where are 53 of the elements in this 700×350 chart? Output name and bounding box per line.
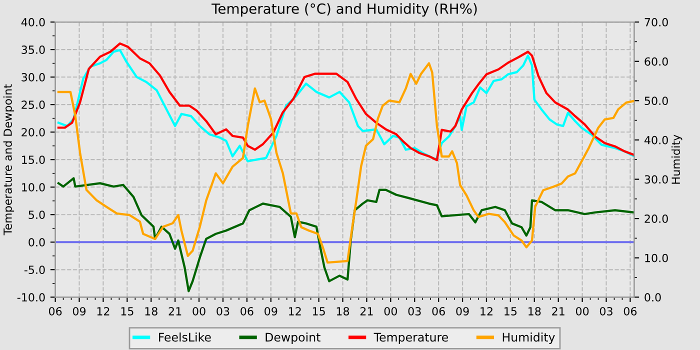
y-tick-label: -5.0 (24, 266, 45, 274)
x-tick-label: 15 (121, 307, 134, 316)
x-tick-label: 12 (480, 307, 492, 316)
x-tick-label: 03 (216, 307, 230, 316)
legend-label: FeelsLike (159, 332, 211, 342)
y2-tick-label: 20.0 (644, 214, 668, 223)
y2-tick-label: 0.0 (644, 293, 661, 302)
x-tick-label: 09 (264, 307, 278, 316)
y2-tick-label: 50.0 (644, 96, 668, 106)
y-tick-label: 15.0 (22, 156, 45, 164)
x-tick-label: 00 (192, 307, 206, 316)
x-tick-label: 18 (145, 307, 158, 316)
legend-label: Dewpoint (266, 332, 320, 344)
x-tick-label: 12 (97, 307, 110, 316)
line-series (57, 62, 634, 264)
y-tick-label: 5.0 (28, 210, 45, 219)
legend-label: Humidity (502, 332, 555, 344)
x-tick-label: 06 (624, 307, 637, 316)
x-tick-label: 06 (432, 307, 445, 316)
y2-tick-label: 10.0 (645, 254, 668, 262)
y2-tick-label: 70.0 (644, 18, 668, 26)
x-tick-label: 21 (360, 307, 373, 316)
x-tick-label: 18 (336, 307, 350, 316)
x-tick-label: 18 (528, 307, 541, 316)
x-tick-label: 09 (72, 307, 86, 316)
y-tick-label: 20.0 (22, 128, 45, 136)
y-tick-label: 30.0 (22, 73, 45, 82)
x-tick-label: 00 (576, 307, 589, 316)
x-tick-label: 03 (408, 307, 421, 316)
y-tick-label: 25.0 (22, 100, 45, 109)
y2-tick-label: 30.0 (644, 175, 668, 184)
x-tick-label: 06 (240, 307, 254, 316)
y-tick-label: 35.0 (22, 46, 45, 54)
chart-title: Temperature (°C) and Humidity (RH%) (212, 3, 477, 17)
x-tick-label: 12 (288, 307, 301, 316)
y2-axis-title: Humidity (671, 134, 682, 184)
x-tick-label: 15 (504, 307, 517, 316)
legend-label: Temperature (374, 332, 448, 344)
x-tick-label: 00 (384, 307, 397, 316)
y-axis-title: Temperature and Dewpoint (3, 84, 14, 236)
x-tick-label: 09 (456, 307, 469, 316)
x-tick-label: 21 (552, 307, 564, 316)
y-tick-label: 0.0 (28, 238, 45, 247)
y-tick-label: 10.0 (22, 183, 45, 192)
y2-tick-label: 60.0 (644, 57, 668, 66)
y-tick-label: 40.0 (21, 18, 45, 26)
line-series (57, 177, 634, 292)
y2-tick-label: 40.0 (644, 136, 668, 144)
x-tick-label: 06 (48, 307, 62, 316)
y-tick-label: -10.0 (17, 293, 45, 302)
x-tick-label: 15 (312, 307, 325, 316)
x-tick-label: 03 (600, 307, 612, 316)
x-tick-label: 21 (168, 307, 182, 316)
